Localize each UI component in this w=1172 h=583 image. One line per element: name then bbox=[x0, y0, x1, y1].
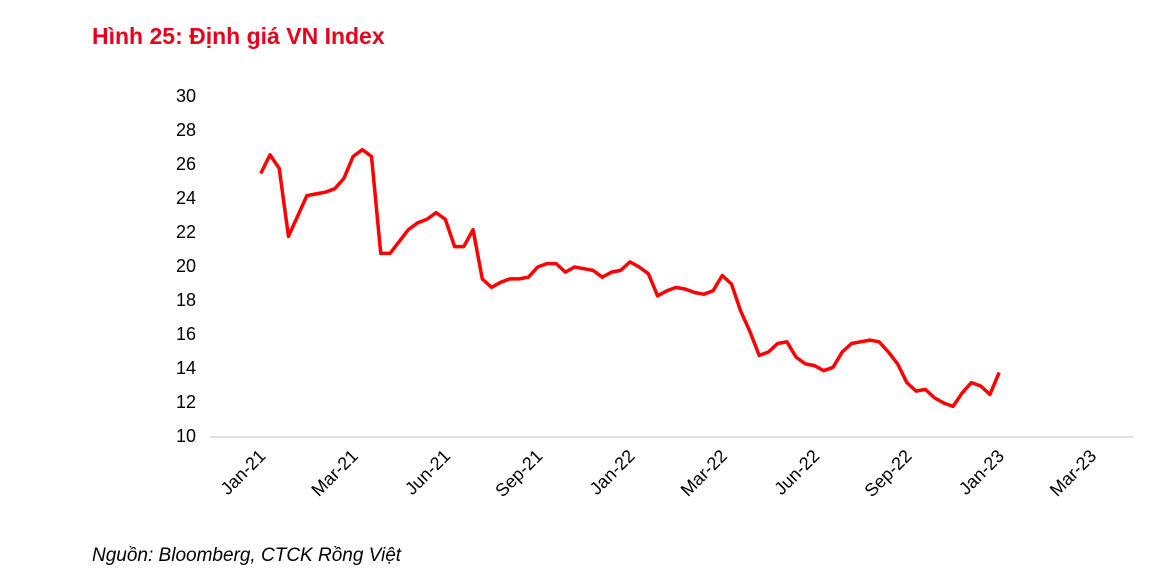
x-tick-label: Mar-21 bbox=[307, 446, 361, 500]
y-tick-label: 14 bbox=[176, 358, 196, 378]
x-tick-label: Mar-23 bbox=[1046, 446, 1100, 500]
x-tick-label: Jun-22 bbox=[770, 446, 823, 499]
x-tick-label: Jun-21 bbox=[401, 446, 454, 499]
data-line bbox=[259, 147, 1001, 409]
x-tick-label: Jan-22 bbox=[586, 446, 639, 499]
y-tick-label: 18 bbox=[176, 290, 196, 310]
y-tick-label: 30 bbox=[176, 86, 196, 106]
x-tick-label: Jan-23 bbox=[955, 446, 1008, 499]
y-tick-label: 22 bbox=[176, 222, 196, 242]
y-tick-label: 20 bbox=[176, 256, 196, 276]
x-tick-label: Sep-21 bbox=[491, 446, 546, 501]
x-tick-label: Jan-21 bbox=[217, 446, 270, 499]
y-tick-label: 26 bbox=[176, 154, 196, 174]
y-tick-label: 16 bbox=[176, 324, 196, 344]
y-tick-label: 10 bbox=[176, 426, 196, 446]
x-tick-label: Mar-22 bbox=[677, 446, 731, 500]
x-tick-label: Sep-22 bbox=[861, 446, 916, 501]
source-note: Nguồn: Bloomberg, CTCK Rồng Việt bbox=[92, 545, 402, 566]
y-tick-label: 24 bbox=[176, 188, 196, 208]
y-tick-label: 12 bbox=[176, 392, 196, 412]
y-tick-label: 28 bbox=[176, 120, 196, 140]
chart-title: Hình 25: Định giá VN Index bbox=[92, 23, 385, 49]
